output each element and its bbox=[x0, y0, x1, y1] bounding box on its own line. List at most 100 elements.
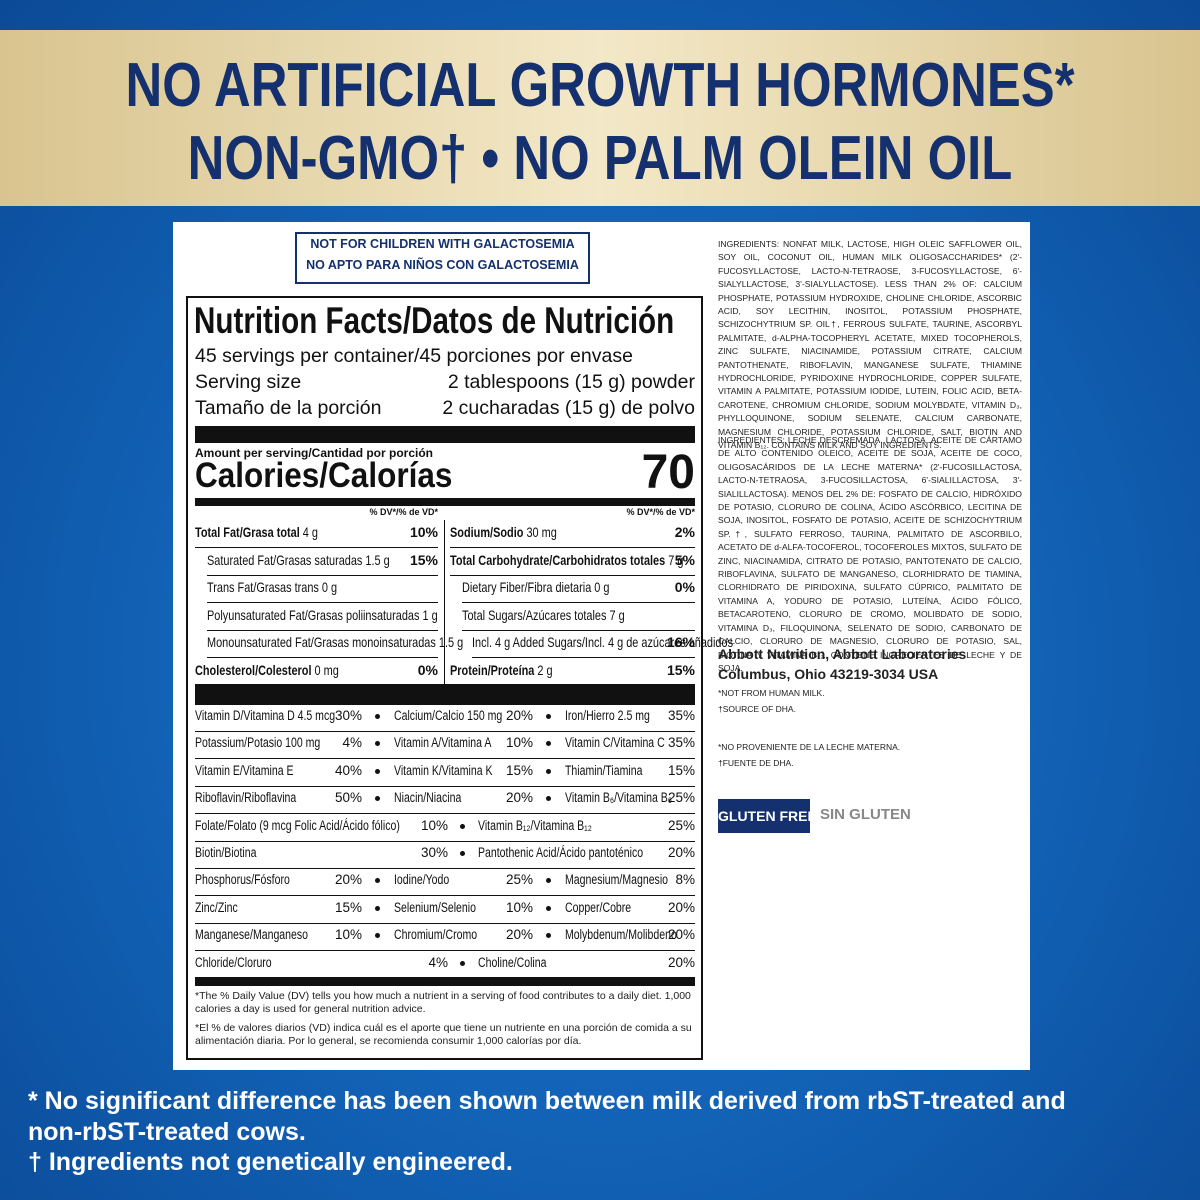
row-rule bbox=[195, 547, 438, 548]
row-rule bbox=[195, 785, 695, 787]
vitamin-dv: 10% bbox=[505, 899, 533, 915]
vitamin-dv: 40% bbox=[334, 762, 362, 778]
nutrient-dv: 15% bbox=[409, 551, 438, 568]
ingredients: INGREDIENTES: LECHE DESCREMADA, LACTOSA,… bbox=[718, 435, 1022, 673]
serving-size-label: Tamaño de la porción bbox=[195, 397, 382, 419]
nutrient-name: Polyunsaturated Fat/Grasas poliinsaturad… bbox=[207, 606, 438, 623]
calories-value: 70 bbox=[641, 446, 695, 499]
nutrient-name: Total Carbohydrate/Carbohidratos totales… bbox=[450, 551, 684, 568]
label-panel bbox=[173, 222, 1030, 1070]
row-rule bbox=[195, 950, 695, 952]
banner-line: NO ARTIFICIAL GROWTH HORMONES* bbox=[125, 51, 1075, 120]
row-rule bbox=[195, 758, 695, 760]
nutrient-amount: 0 mg bbox=[314, 661, 339, 678]
nutrient-amount: 7 g bbox=[668, 551, 684, 568]
nutrient-name: Dietary Fiber/Fibra dietaria 0 g bbox=[462, 579, 610, 595]
vitamin-dv: 25% bbox=[505, 872, 533, 888]
nutrient-dv: 15% bbox=[666, 661, 695, 678]
nutrient-dv: 0% bbox=[674, 579, 695, 595]
nutrition-facts-box bbox=[186, 296, 703, 1060]
vitamin-dv: 20% bbox=[505, 790, 533, 806]
nutrient-name: Sodium/Sodio 30 mg bbox=[450, 524, 557, 540]
warning-text: NO APTO PARA NIÑOS CON GALACTOSEMIA bbox=[306, 258, 579, 272]
bullet bbox=[460, 823, 465, 829]
vitamin-name: Selenium/Selenio bbox=[394, 899, 476, 915]
nutrient-dv: 2% bbox=[674, 524, 695, 540]
nutrient-amount: 7 g bbox=[609, 606, 625, 623]
vitamin-name: Phosphorus/Fósforo bbox=[195, 872, 290, 888]
bullet bbox=[546, 905, 551, 911]
vitamin-name: Biotin/Biotina bbox=[195, 845, 257, 860]
vitamin-name: Vitamin A/Vitamina A bbox=[394, 735, 492, 751]
row-rule bbox=[207, 602, 438, 603]
vitamin-name: Iodine/Yodo bbox=[394, 872, 450, 888]
bullet bbox=[546, 714, 551, 719]
nutrient-name: Total Fat/Grasa total 4 g bbox=[195, 524, 318, 540]
bullet bbox=[546, 796, 551, 802]
manufacturer: Columbus, Ohio 43219-3034 USA bbox=[718, 666, 939, 682]
vitamin-dv: 30% bbox=[334, 708, 362, 723]
nutrient-dv: 5% bbox=[674, 551, 695, 568]
vitamin-name: Copper/Cobre bbox=[565, 899, 632, 915]
nutrient-name: Saturated Fat/Grasas saturadas 1.5 g bbox=[207, 551, 390, 568]
row-rule bbox=[450, 574, 695, 576]
nutrient-name: Cholesterol/Colesterol 0 mg bbox=[195, 661, 339, 678]
vitamin-name: Potassium/Potasio 100 mg bbox=[195, 735, 321, 751]
row-rule bbox=[472, 657, 695, 658]
note: *NO PROVENIENTE DE LA LECHE MATERNA. bbox=[718, 742, 901, 752]
nutrient-amount: 0 g bbox=[321, 579, 338, 595]
bullet bbox=[546, 933, 551, 939]
vitamin-dv: 35% bbox=[667, 735, 695, 751]
vitamin-name: Magnesium/Magnesio bbox=[565, 872, 669, 888]
gluten-free-text: SIN GLUTEN bbox=[820, 806, 911, 823]
vitamin-dv: 10% bbox=[334, 927, 362, 943]
nutrient-amount: 30 mg bbox=[526, 524, 557, 540]
nutrient-dv: 10% bbox=[409, 524, 438, 540]
nutrient-amount: 1.5 g bbox=[438, 634, 464, 650]
row-rule bbox=[195, 922, 695, 924]
vitamin-dv: 20% bbox=[505, 927, 533, 943]
vitamin-dv: 20% bbox=[667, 927, 695, 943]
disclaimer: * No significant difference has been sho… bbox=[28, 1087, 1066, 1146]
row-rule bbox=[195, 868, 695, 869]
row-rule bbox=[195, 840, 695, 842]
vitamin-name: Pantothenic Acid/Ácido pantoténico bbox=[478, 845, 644, 860]
nutrient-name: Total Sugars/Azúcares totales 7 g bbox=[462, 606, 625, 623]
note: †FUENTE DE DHA. bbox=[718, 758, 794, 768]
row-rule bbox=[195, 895, 695, 897]
bullet bbox=[375, 905, 380, 911]
vitamin-dv: 4% bbox=[428, 954, 448, 970]
nutrient-name: Trans Fat/Grasas trans 0 g bbox=[207, 579, 338, 595]
bullet bbox=[375, 796, 380, 802]
gluten-free-badge: GLUTEN FREE bbox=[718, 799, 817, 833]
vitamin-name: Choline/Colina bbox=[478, 954, 547, 970]
bullet bbox=[546, 768, 551, 774]
row-rule bbox=[207, 657, 438, 658]
nutrition-title: Nutrition Facts/Datos de Nutrición bbox=[194, 300, 675, 341]
nutrient-dv: 0% bbox=[417, 661, 438, 678]
vitamin-dv: 20% bbox=[505, 708, 533, 723]
vitamin-name: Folate/Folato (9 mcg Folic Acid/Ácido fó… bbox=[195, 817, 400, 833]
nutrient-amount: 2 g bbox=[537, 661, 553, 678]
vitamin-name: Iron/Hierro 2.5 mg bbox=[565, 708, 650, 723]
rule bbox=[195, 977, 695, 986]
column-divider bbox=[444, 520, 445, 684]
disclaimer: † Ingredients not genetically engineered… bbox=[28, 1148, 513, 1176]
footnote: *El % de valores diarios (VD) indica cuá… bbox=[195, 1022, 692, 1047]
rule bbox=[195, 684, 695, 705]
nutrient-dv: 16% bbox=[666, 634, 695, 650]
bullet bbox=[460, 851, 465, 856]
vitamin-dv: 20% bbox=[667, 954, 695, 970]
ingredients: INGREDIENTS: NONFAT MILK, LACTOSE, HIGH … bbox=[718, 239, 1022, 451]
banner-line: NON-GMO† • NO PALM OLEIN OIL bbox=[187, 124, 1013, 193]
vitamin-name: Thiamin/Tiamina bbox=[565, 762, 643, 778]
vitamin-name: Vitamin C/Vitamina C bbox=[565, 735, 665, 751]
vitamin-dv: 25% bbox=[667, 817, 695, 833]
vitamin-dv: 10% bbox=[505, 735, 533, 751]
vitamin-name: Molybdenum/Molibdeno bbox=[565, 927, 677, 943]
nutrient-amount: 0 g bbox=[594, 579, 610, 595]
vitamin-name: Calcium/Calcio 150 mg bbox=[394, 708, 503, 723]
bullet bbox=[460, 960, 465, 966]
warning-text: NOT FOR CHILDREN WITH GALACTOSEMIA bbox=[310, 237, 575, 251]
rule bbox=[195, 426, 695, 443]
